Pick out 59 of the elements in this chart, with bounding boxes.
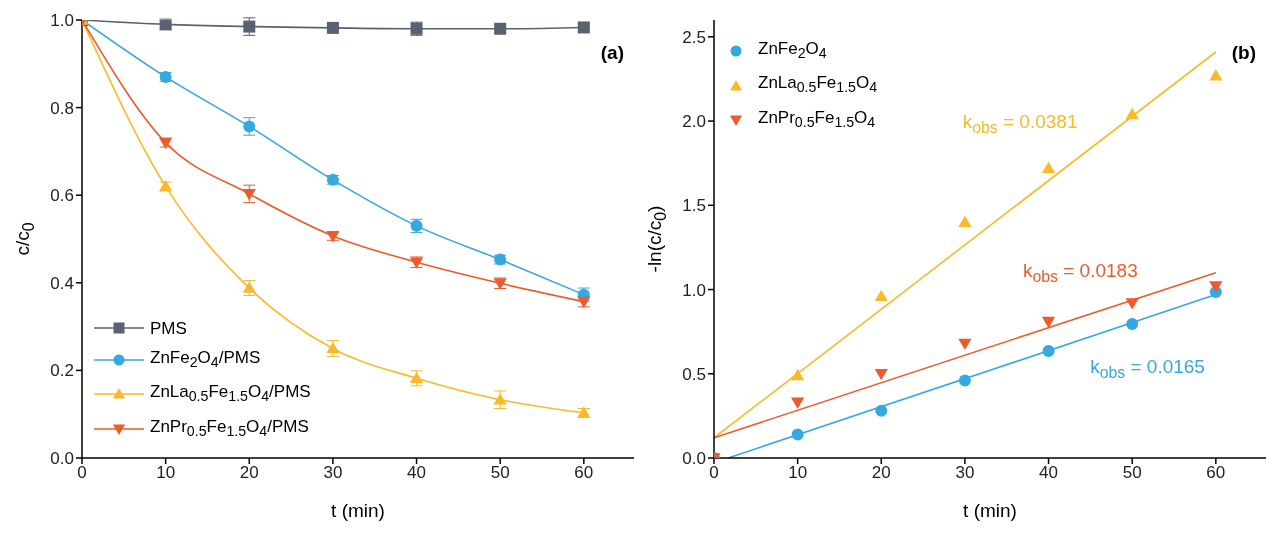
x-tick-label: 30 xyxy=(955,463,975,483)
y-tick-label: 0.8 xyxy=(50,98,74,118)
x-axis-title: t (min) xyxy=(330,500,386,522)
point xyxy=(958,374,971,387)
point xyxy=(791,428,804,441)
legend-label: ZnPr$_{0.5}$Fe$_{1.5}$O$_{4}$ xyxy=(758,106,876,133)
legend-label: ZnLa$_{0.5}$Fe$_{1.5}$O$_{4}$/PMS xyxy=(150,381,311,407)
y-tick-label: 1.0 xyxy=(682,280,706,300)
legend-label: ZnFe$_{2}$O$_{4}$/PMS xyxy=(150,346,261,373)
y-tick-label: 2.0 xyxy=(682,112,706,132)
y-tick-label: 1.5 xyxy=(682,196,706,216)
point xyxy=(1209,68,1223,81)
annotation: k$_{obs}$ = 0.0183 xyxy=(1022,260,1138,287)
legend-label: ZnPr$_{0.5}$Fe$_{1.5}$O$_{4}$/PMS xyxy=(150,415,309,441)
point xyxy=(874,289,888,302)
point xyxy=(242,189,256,201)
point xyxy=(874,368,888,381)
x-tick-label: 30 xyxy=(323,463,343,483)
x-tick-label: 40 xyxy=(1039,463,1059,483)
y-tick-label: 2.5 xyxy=(682,27,706,47)
y-tick-label: 1.0 xyxy=(50,11,74,31)
legend-label: ZnLa$_{0.5}$Fe$_{1.5}$O$_{4}$ xyxy=(758,72,878,98)
x-tick-label: 10 xyxy=(156,463,176,483)
point xyxy=(1209,281,1223,293)
x-tick-label: 10 xyxy=(788,463,808,483)
point xyxy=(791,397,805,410)
point xyxy=(1125,107,1139,120)
x-tick-label: 50 xyxy=(490,463,510,483)
annotation: (a) xyxy=(600,42,624,64)
x-tick-label: 20 xyxy=(871,463,891,483)
point xyxy=(1041,316,1056,329)
annotation: (b) xyxy=(1231,42,1256,64)
y-tick-label: 0.0 xyxy=(50,449,74,469)
point xyxy=(1041,161,1056,174)
point xyxy=(791,368,805,381)
x-tick-label: 40 xyxy=(407,463,427,483)
x-tick-label: 0 xyxy=(77,463,87,483)
x-tick-label: 20 xyxy=(239,463,259,483)
y-tick-label: 0.4 xyxy=(50,273,74,293)
y-tick-label: 0.0 xyxy=(682,449,706,469)
point xyxy=(875,404,888,417)
x-axis-title: t (min) xyxy=(962,500,1018,522)
point xyxy=(493,393,507,405)
x-tick-label: 60 xyxy=(574,463,594,483)
point xyxy=(958,215,972,227)
annotation: k$_{obs}$ = 0.0165 xyxy=(1090,356,1205,383)
point xyxy=(1042,345,1055,358)
x-tick-label: 0 xyxy=(709,463,719,483)
y-tick-label: 0.6 xyxy=(50,186,74,206)
point xyxy=(1125,298,1139,310)
point xyxy=(958,338,972,351)
x-tick-label: 60 xyxy=(1206,463,1226,483)
legend-label: PMS xyxy=(150,317,187,340)
y-tick-label: 0.5 xyxy=(682,364,706,384)
legend-label: ZnFe$_{2}$O$_{4}$ xyxy=(758,38,827,64)
y-tick-label: 0.2 xyxy=(50,361,74,381)
x-tick-label: 50 xyxy=(1122,463,1142,483)
point xyxy=(1126,318,1139,331)
annotation: k$_{obs}$ = 0.0381 xyxy=(962,111,1078,138)
